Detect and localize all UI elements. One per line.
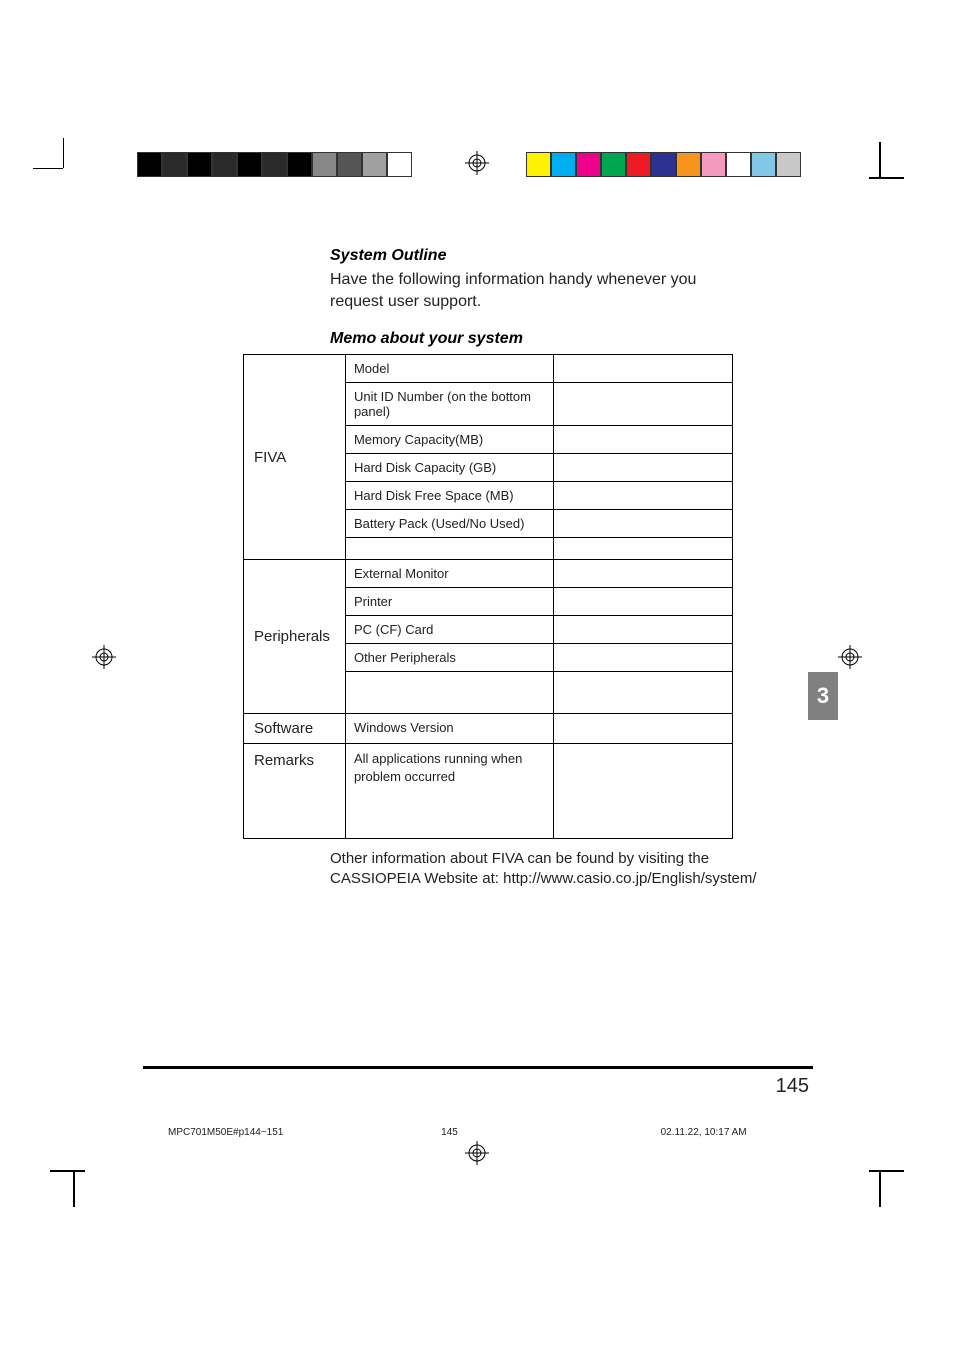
blank-cell	[554, 744, 733, 839]
table-row: FIVA Model	[244, 355, 733, 383]
label-cell: Hard Disk Capacity (GB)	[345, 454, 553, 482]
color-swatch	[651, 152, 676, 177]
blank-cell	[554, 538, 733, 560]
registration-mark-icon	[92, 645, 116, 669]
color-swatch	[162, 152, 187, 177]
blank-cell	[554, 482, 733, 510]
footer-timestamp: 02.11.22, 10:17 AM	[661, 1127, 747, 1138]
intro-text: Have the following information handy whe…	[330, 269, 730, 312]
color-bar-dark	[137, 152, 412, 177]
color-swatch	[187, 152, 212, 177]
color-swatch	[362, 152, 387, 177]
category-cell: Peripherals	[244, 560, 346, 714]
table-row: Software Windows Version	[244, 714, 733, 744]
label-cell: Battery Pack (Used/No Used)	[345, 510, 553, 538]
heading-system-outline: System Outline	[330, 247, 823, 265]
color-swatch	[776, 152, 801, 177]
blank-cell	[554, 355, 733, 383]
blank-cell	[554, 616, 733, 644]
label-cell	[345, 538, 553, 560]
color-swatch	[626, 152, 651, 177]
crop-mark	[879, 142, 881, 177]
blank-cell	[554, 588, 733, 616]
crop-mark	[73, 1172, 75, 1207]
table-row: Remarks All applications running when pr…	[244, 744, 733, 839]
color-swatch	[601, 152, 626, 177]
blank-cell	[554, 383, 733, 426]
blank-cell	[554, 714, 733, 744]
color-swatch	[137, 152, 162, 177]
color-swatch	[387, 152, 412, 177]
crop-mark	[869, 177, 904, 179]
color-swatch	[701, 152, 726, 177]
crop-mark	[63, 138, 64, 168]
color-swatch	[237, 152, 262, 177]
label-cell: Printer	[345, 588, 553, 616]
color-swatch	[337, 152, 362, 177]
registration-mark-icon	[465, 1141, 489, 1165]
registration-mark-icon	[465, 151, 489, 175]
print-footer: MPC701M50E#p144~151 145 02.11.22, 10:17 …	[168, 1127, 788, 1138]
page-rule	[143, 1066, 813, 1069]
memo-table: FIVA Model Unit ID Number (on the bottom…	[243, 354, 733, 839]
crop-mark	[50, 1170, 85, 1172]
color-swatch	[262, 152, 287, 177]
color-swatch	[751, 152, 776, 177]
label-cell: Other Peripherals	[345, 644, 553, 672]
label-cell: Windows Version	[345, 714, 553, 744]
label-cell: Model	[345, 355, 553, 383]
color-swatch	[212, 152, 237, 177]
color-swatch	[726, 152, 751, 177]
footer-page: 145	[441, 1127, 458, 1138]
blank-cell	[554, 454, 733, 482]
blank-cell	[554, 644, 733, 672]
color-bar-colors	[526, 152, 801, 177]
page-content: System Outline Have the following inform…	[143, 247, 823, 890]
blank-cell	[554, 510, 733, 538]
crop-mark	[879, 1172, 881, 1207]
footer-info-text: Other information about FIVA can be foun…	[330, 849, 770, 890]
section-tab: 3	[808, 672, 838, 720]
label-cell: Memory Capacity(MB)	[345, 426, 553, 454]
registration-mark-icon	[838, 645, 862, 669]
color-swatch	[287, 152, 312, 177]
label-cell: All applications running when problem oc…	[345, 744, 553, 839]
category-cell: Remarks	[244, 744, 346, 839]
label-cell: Unit ID Number (on the bottom panel)	[345, 383, 553, 426]
category-cell: FIVA	[244, 355, 346, 560]
blank-cell	[554, 426, 733, 454]
page-number: 145	[776, 1075, 809, 1098]
footer-filename: MPC701M50E#p144~151	[168, 1127, 283, 1138]
blank-cell	[554, 560, 733, 588]
label-cell: PC (CF) Card	[345, 616, 553, 644]
crop-mark	[869, 1170, 904, 1172]
color-swatch	[312, 152, 337, 177]
label-cell	[345, 672, 553, 714]
color-swatch	[676, 152, 701, 177]
category-cell: Software	[244, 714, 346, 744]
label-cell: External Monitor	[345, 560, 553, 588]
table-row: Peripherals External Monitor	[244, 560, 733, 588]
crop-mark	[33, 168, 63, 169]
blank-cell	[554, 672, 733, 714]
color-swatch	[551, 152, 576, 177]
color-swatch	[576, 152, 601, 177]
heading-memo: Memo about your system	[330, 330, 823, 348]
color-swatch	[526, 152, 551, 177]
label-cell: Hard Disk Free Space (MB)	[345, 482, 553, 510]
